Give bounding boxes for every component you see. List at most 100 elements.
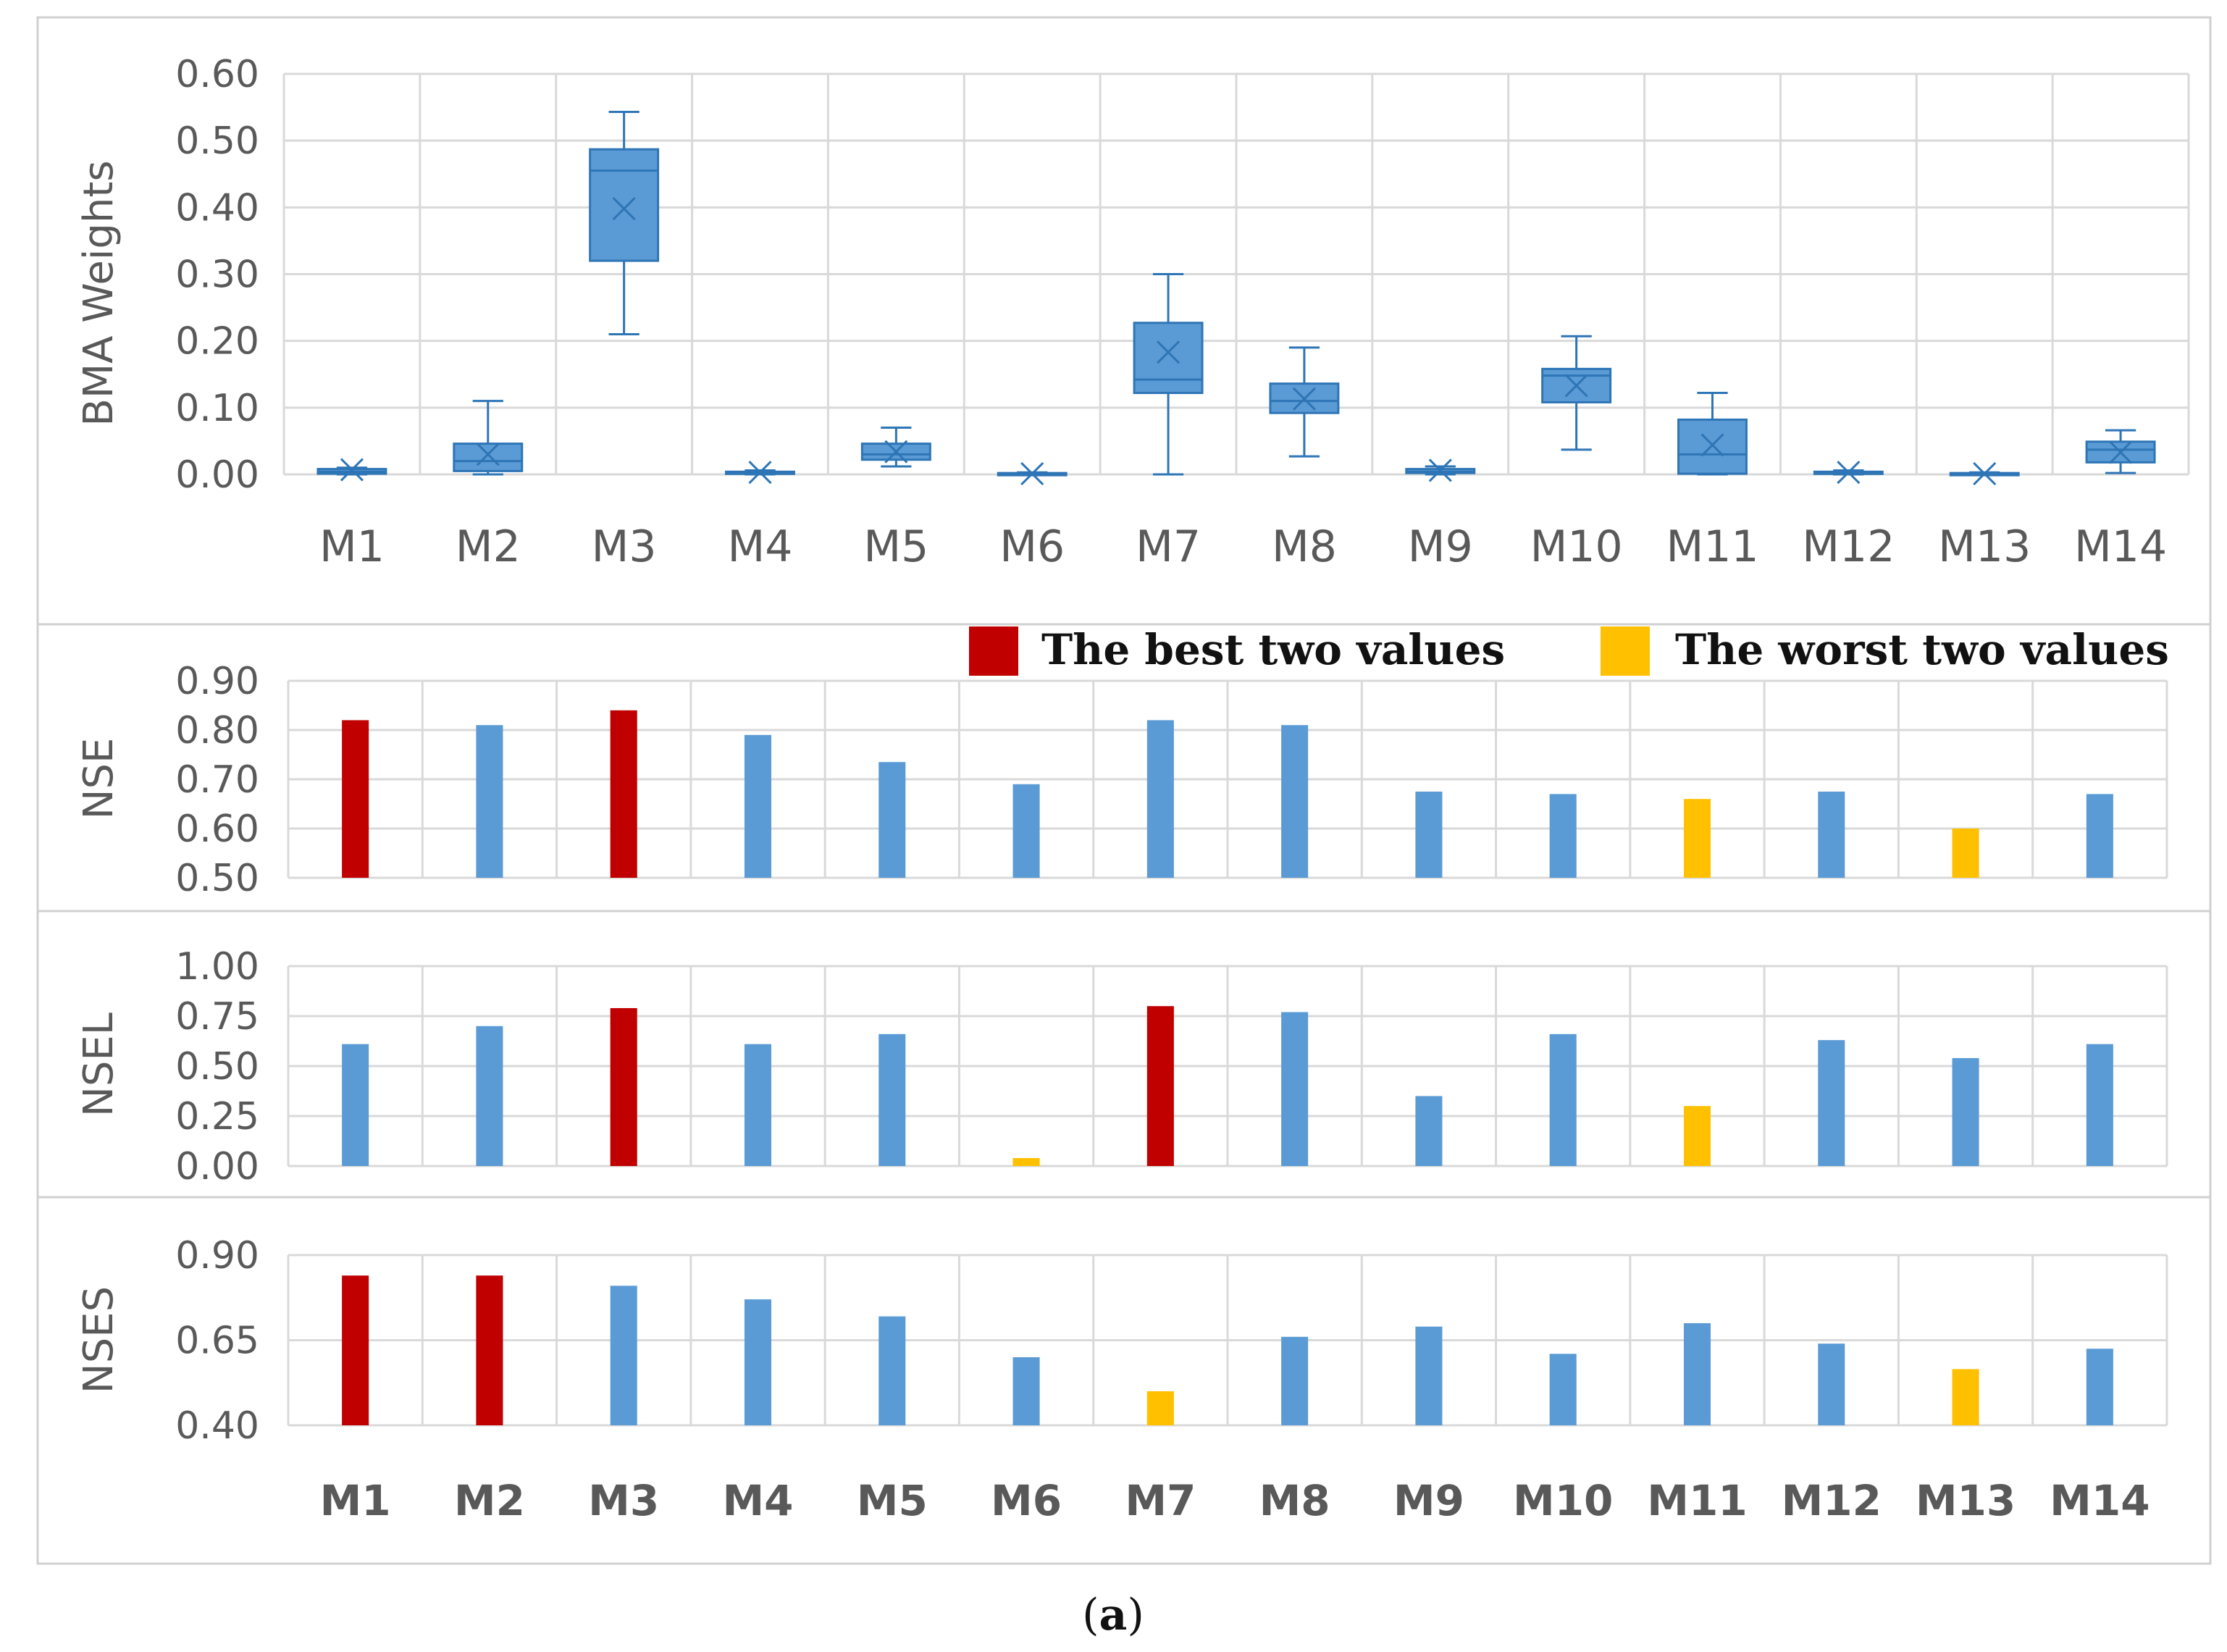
bar-M1 bbox=[342, 720, 369, 878]
caption-close-paren: ) bbox=[1127, 1590, 1144, 1640]
y-tick-label: 0.70 bbox=[175, 758, 259, 802]
x-tick-label: M8 bbox=[1259, 1476, 1330, 1525]
mean-marker bbox=[748, 461, 772, 485]
legend-worst-label: The worst two values bbox=[1675, 625, 2169, 674]
mean-marker bbox=[1292, 387, 1316, 411]
box-M11 bbox=[1677, 392, 1748, 476]
bar-M7 bbox=[1146, 1006, 1174, 1166]
box-M8 bbox=[1269, 346, 1340, 458]
legend-best-label: The best two values bbox=[1041, 625, 1505, 674]
box-M12 bbox=[1813, 461, 1884, 485]
x-tick-label: M2 bbox=[456, 521, 521, 572]
x-tick-label: M12 bbox=[1802, 521, 1895, 572]
y-tick-label: 1.00 bbox=[175, 945, 259, 989]
mean-marker bbox=[476, 443, 500, 466]
bar-M10 bbox=[1549, 794, 1577, 878]
x-tick-label: M11 bbox=[1666, 521, 1758, 572]
y-tick-label: 0.10 bbox=[175, 387, 259, 430]
y-tick-label: 0.00 bbox=[175, 1145, 259, 1188]
bar-M9 bbox=[1415, 1326, 1443, 1425]
x-tick-label: M8 bbox=[1272, 521, 1337, 572]
bar-M9 bbox=[1415, 1096, 1443, 1166]
x-tick-label: M7 bbox=[1125, 1476, 1196, 1525]
bar-M12 bbox=[1818, 1040, 1845, 1166]
legend-best-swatch bbox=[969, 626, 1018, 676]
x-tick-label: M14 bbox=[2050, 1476, 2150, 1525]
box-iqr bbox=[589, 148, 660, 262]
box-M4 bbox=[725, 461, 795, 485]
bar-M7 bbox=[1146, 720, 1174, 878]
x-tick-label: M13 bbox=[1938, 521, 2031, 572]
y-tick-label: 0.40 bbox=[175, 1404, 259, 1448]
box-iqr bbox=[1677, 418, 1748, 475]
bar-M1 bbox=[342, 1275, 369, 1425]
y-tick-label: 0.20 bbox=[175, 320, 259, 364]
x-tick-label: M2 bbox=[454, 1476, 525, 1525]
x-tick-label: M3 bbox=[592, 521, 657, 572]
caption-open-paren: ( bbox=[1082, 1590, 1099, 1640]
nsel-bar-chart: NSEL 0.00 0.25 0.50 0.75 1.00 bbox=[75, 945, 2168, 1188]
bar-M11 bbox=[1683, 799, 1711, 878]
bar-M4 bbox=[744, 1299, 772, 1425]
nses-y-axis-label: NSES bbox=[75, 1286, 122, 1393]
x-tick-label: M10 bbox=[1513, 1476, 1613, 1525]
bar-M7 bbox=[1146, 1391, 1174, 1425]
bar-M6 bbox=[1012, 1357, 1040, 1425]
box-iqr bbox=[453, 443, 524, 472]
x-tick-label: M11 bbox=[1647, 1476, 1747, 1525]
bar-M5 bbox=[878, 1033, 906, 1166]
x-tick-label: M9 bbox=[1408, 521, 1473, 572]
bar-M3 bbox=[610, 710, 637, 878]
box-M10 bbox=[1541, 335, 1612, 451]
bar-M8 bbox=[1281, 1336, 1309, 1425]
mean-marker bbox=[884, 440, 908, 464]
box-iqr bbox=[1541, 367, 1612, 403]
legend-worst-swatch bbox=[1601, 626, 1650, 676]
box-M7 bbox=[1133, 273, 1204, 476]
box-M9 bbox=[1405, 458, 1476, 482]
figure-caption: (a) bbox=[1082, 1590, 1144, 1640]
bar-M5 bbox=[878, 1316, 906, 1425]
box-M1 bbox=[316, 458, 387, 482]
bar-M2 bbox=[476, 725, 503, 878]
mean-marker bbox=[2109, 440, 2133, 464]
bar-M2 bbox=[476, 1026, 503, 1166]
legend: The best two values The worst two values bbox=[969, 625, 2169, 676]
bar-M8 bbox=[1281, 1012, 1309, 1166]
mean-marker bbox=[1428, 458, 1452, 482]
y-tick-label: 0.00 bbox=[175, 453, 259, 497]
nse-bar-chart: NSE 0.50 0.60 0.70 0.80 0.90 bbox=[75, 660, 2168, 900]
y-tick-label: 0.60 bbox=[175, 53, 259, 96]
box-iqr bbox=[1269, 382, 1340, 414]
bar-M14 bbox=[2086, 1044, 2113, 1166]
bar-M6 bbox=[1012, 784, 1040, 878]
box-M5 bbox=[860, 426, 931, 468]
bar-M11 bbox=[1683, 1323, 1711, 1425]
x-tick-label: M3 bbox=[588, 1476, 659, 1525]
nse-y-axis-label: NSE bbox=[75, 738, 122, 820]
x-tick-label: M4 bbox=[722, 1476, 793, 1525]
box-M2 bbox=[453, 400, 524, 476]
bar-M13 bbox=[1952, 1369, 1979, 1425]
bar-M11 bbox=[1683, 1106, 1711, 1166]
bar-M4 bbox=[744, 734, 772, 878]
mean-marker bbox=[1564, 374, 1588, 398]
mean-marker bbox=[1020, 462, 1044, 486]
bar-M3 bbox=[610, 1007, 637, 1166]
bar-M5 bbox=[878, 762, 906, 878]
bar-M6 bbox=[1012, 1157, 1040, 1166]
y-tick-label: 0.80 bbox=[175, 709, 259, 752]
box-M6 bbox=[997, 462, 1068, 486]
y-tick-label: 0.40 bbox=[175, 186, 259, 230]
bar-M1 bbox=[342, 1044, 369, 1166]
outer-frame bbox=[36, 16, 2212, 1565]
nsel-y-axis-label: NSEL bbox=[75, 1012, 122, 1117]
y-tick-label: 0.50 bbox=[175, 120, 259, 163]
bar-M13 bbox=[1952, 829, 1979, 878]
bar-M3 bbox=[610, 1286, 637, 1425]
bar-M13 bbox=[1952, 1057, 1979, 1166]
bar-M8 bbox=[1281, 725, 1309, 878]
box-M3 bbox=[589, 111, 660, 335]
y-tick-label: 0.90 bbox=[175, 660, 259, 703]
box-M14 bbox=[2085, 429, 2156, 474]
